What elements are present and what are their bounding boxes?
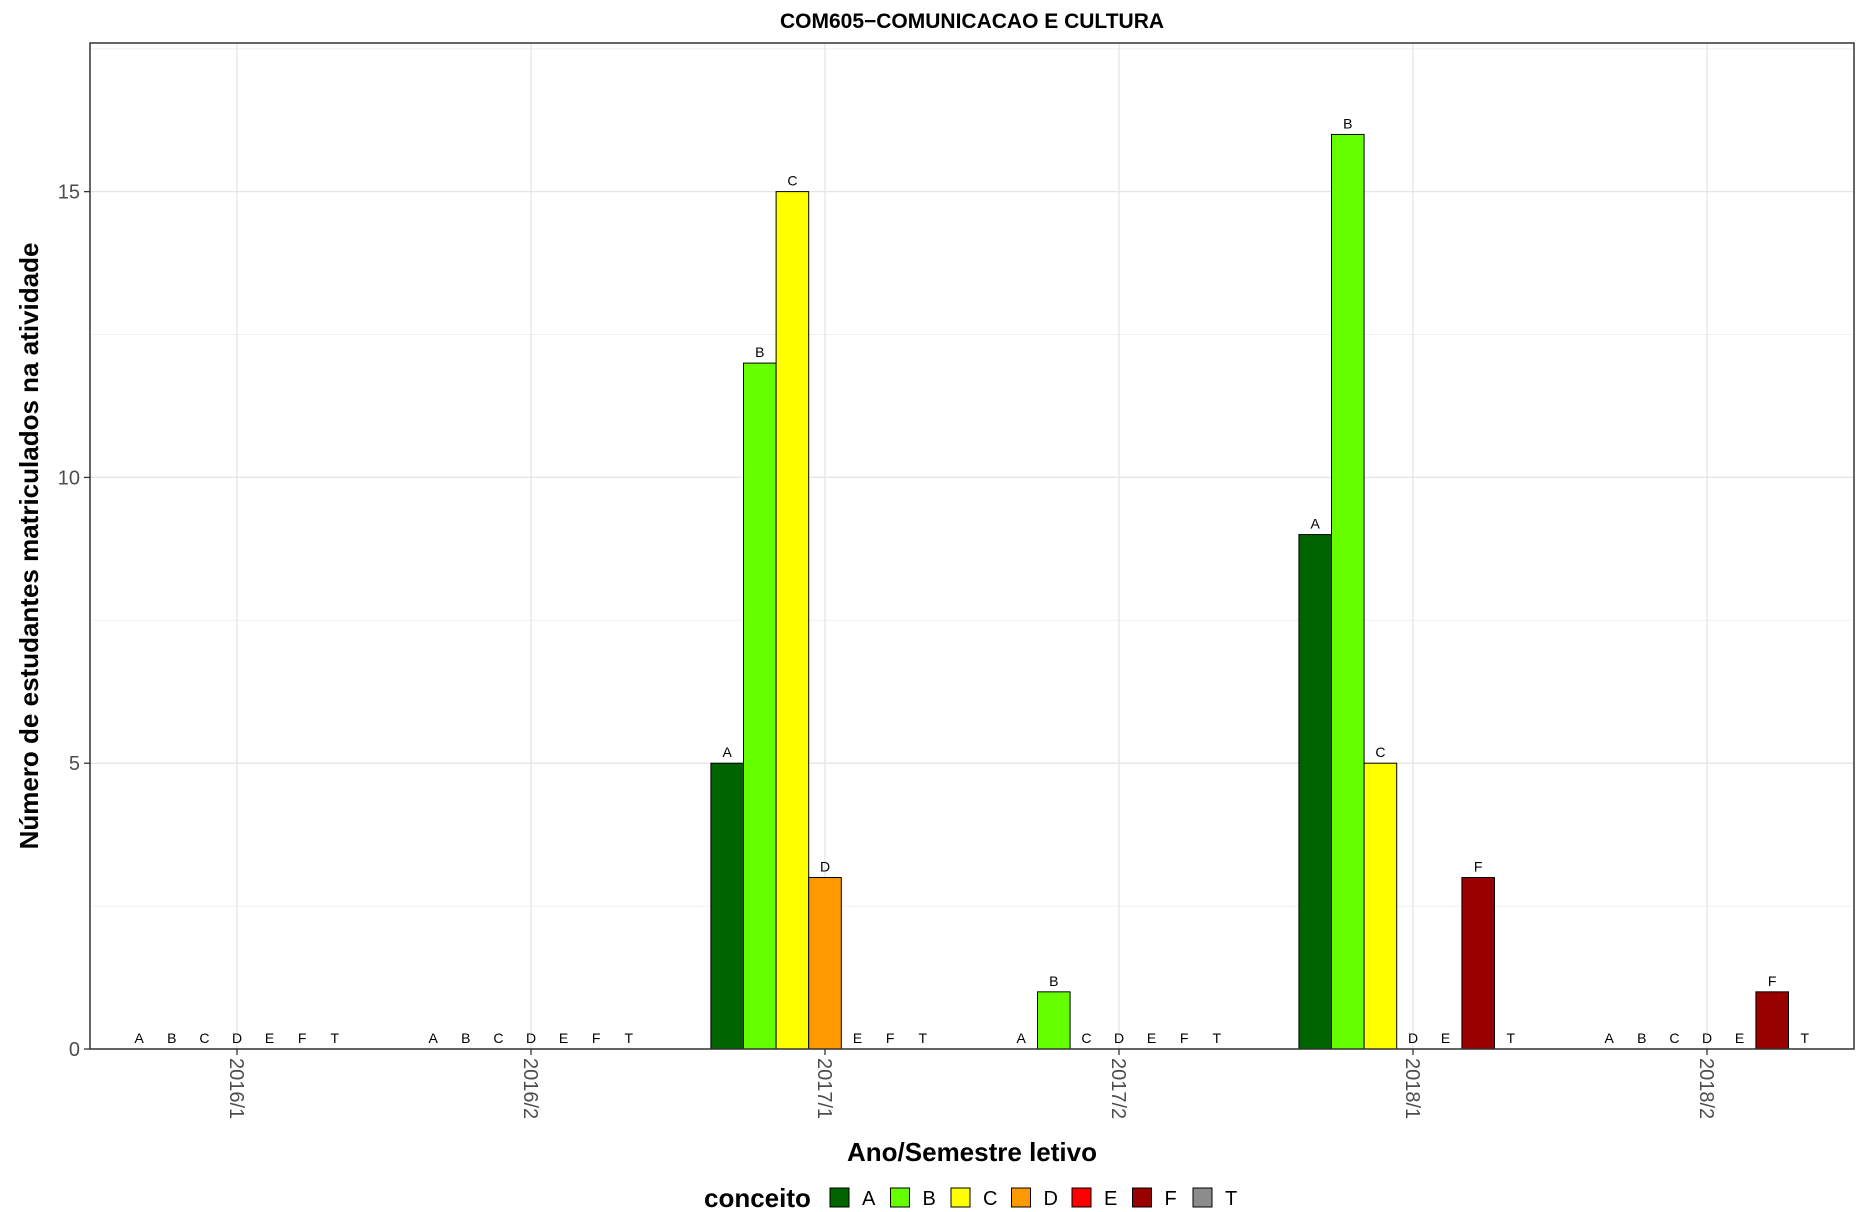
x-tick-label: 2017/2 (1107, 1058, 1129, 1119)
chart-title: COM605−COMUNICACAO E CULTURA (780, 10, 1164, 33)
bar-B-2018/1 (1331, 133, 1365, 1050)
bar-label: B (1049, 973, 1058, 989)
legend-label: F (1165, 1188, 1177, 1210)
bar-label: T (919, 1030, 928, 1046)
bar-label: E (1147, 1030, 1156, 1046)
y-axis-title: Número de estudantes matriculados na ati… (14, 243, 44, 850)
bar-label: E (853, 1030, 862, 1046)
bar-label: A (1017, 1030, 1027, 1046)
bar-label: A (135, 1030, 145, 1046)
bar-A-2018/1 (1298, 534, 1333, 1050)
bar-label: B (461, 1030, 470, 1046)
bar-A-2017/1 (710, 762, 745, 1050)
legend-label: C (983, 1188, 997, 1210)
legend-title: conceito (704, 1183, 811, 1212)
bar-labels: A B C D E F T A B C D E F T A B C D E F T A B C D E F T A B C D E F T A B C D E… (135, 115, 1810, 1046)
plot-panel-border (89, 42, 1855, 1050)
legend-key-C (950, 1187, 971, 1208)
bar-label: C (199, 1030, 209, 1046)
y-axis: 0 5 10 15 (58, 182, 90, 1061)
bar-label: E (265, 1030, 274, 1046)
y-tick-label: 15 (58, 182, 80, 204)
bar-label: T (331, 1030, 340, 1046)
legend-key-F (1132, 1187, 1152, 1208)
legend: conceito A B C D E F T (704, 1183, 1237, 1212)
bar-label: B (755, 344, 764, 360)
legend-key-T (1192, 1187, 1213, 1208)
x-tick-label: 2017/1 (813, 1058, 835, 1119)
bar-label: E (1441, 1030, 1450, 1046)
bar-label: F (592, 1030, 601, 1046)
bar-label: A (723, 744, 733, 760)
bar-label: C (787, 173, 797, 189)
x-tick-label: 2018/1 (1401, 1058, 1423, 1119)
x-tick-label: 2018/2 (1695, 1058, 1717, 1119)
bar-label: D (1408, 1030, 1418, 1046)
legend-label: E (1104, 1188, 1117, 1210)
bar-label: E (1735, 1030, 1744, 1046)
bar-label: C (1669, 1030, 1679, 1046)
x-tick-label: 2016/1 (225, 1058, 247, 1119)
bar-B-2017/2 (1037, 991, 1071, 1050)
bars (710, 133, 1790, 1050)
x-axis: 2016/1 2016/2 2017/1 2017/2 2018/1 2018/2 (225, 1049, 1717, 1119)
bar-label: C (1375, 744, 1385, 760)
bar-label: D (820, 859, 830, 875)
x-tick-label: 2016/2 (519, 1058, 541, 1119)
bar-label: A (429, 1030, 439, 1046)
bar-F-2018/2 (1755, 991, 1790, 1050)
bar-label: E (559, 1030, 568, 1046)
bar-label: F (1180, 1030, 1189, 1046)
legend-key-E (1071, 1187, 1092, 1208)
bar-label: B (1343, 115, 1352, 131)
bar-label: F (886, 1030, 895, 1046)
bar-label: T (1213, 1030, 1222, 1046)
legend-label: T (1225, 1188, 1237, 1210)
bar-label: D (526, 1030, 536, 1046)
bar-label: D (1702, 1030, 1712, 1046)
legend-label: B (923, 1188, 936, 1210)
y-tick-label: 0 (69, 1039, 80, 1061)
y-tick-label: 5 (69, 753, 80, 775)
bar-label: F (298, 1030, 307, 1046)
bar-label: A (1311, 516, 1321, 532)
x-axis-title: Ano/Semestre letivo (847, 1137, 1097, 1167)
legend-key-D (1011, 1187, 1031, 1208)
bar-label: B (167, 1030, 176, 1046)
legend-label: A (862, 1188, 876, 1210)
bar-label: F (1768, 973, 1777, 989)
legend-key-B (890, 1187, 910, 1208)
bar-label: T (1801, 1030, 1810, 1046)
bar-D-2017/1 (808, 877, 842, 1050)
bar-F-2018/1 (1461, 877, 1496, 1050)
y-tick-label: 10 (58, 467, 80, 489)
bar-label: A (1605, 1030, 1615, 1046)
bar-B-2017/1 (743, 362, 777, 1050)
bar-label: D (232, 1030, 242, 1046)
bar-label: T (625, 1030, 634, 1046)
grid-lines (90, 43, 1854, 1050)
bar-C-2018/1 (1363, 762, 1398, 1050)
bar-label: D (1114, 1030, 1124, 1046)
bar-label: T (1507, 1030, 1516, 1046)
bar-C-2017/1 (775, 191, 810, 1050)
bar-label: B (1637, 1030, 1646, 1046)
legend-key-A (829, 1187, 850, 1208)
legend-label: D (1044, 1188, 1058, 1210)
bar-label: C (493, 1030, 503, 1046)
bar-label: C (1081, 1030, 1091, 1046)
bar-label: F (1474, 859, 1483, 875)
